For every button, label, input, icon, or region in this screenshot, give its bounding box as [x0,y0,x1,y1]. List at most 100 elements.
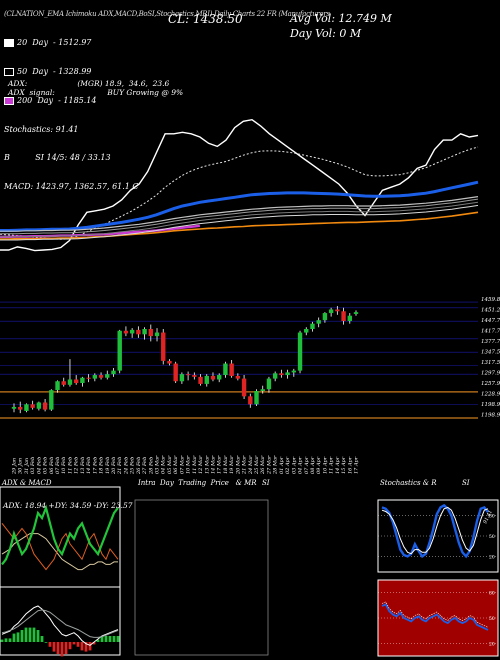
candle-body [310,323,315,329]
macd-histogram-bar [28,627,32,642]
candle-body [229,363,234,376]
candle-body [279,373,284,376]
candlestick-panel: 1459.85 1451.21 1447.74 1417.74 1377.79 1347.… [0,297,500,419]
date-tick-label: 03 Apr [291,456,297,474]
price-tick-label: 1228.95 [481,392,500,398]
macd-histogram-bar [40,636,44,642]
date-tick-label: 11 Feb [67,457,73,474]
candle-body [198,376,203,384]
date-axis: 29 Jan 30 Jan 31 Jan 03 Feb 04 Feb 05 Feb 06 F… [12,455,360,475]
date-tick-label: 20 Feb [111,457,117,475]
candle-body [223,363,228,376]
candle-body [341,311,346,322]
candle-body [142,329,147,335]
price-tick-label: 1347.54 [481,350,500,356]
rsi-dotted-line [381,601,489,628]
date-tick-label: 04 Feb [36,457,42,474]
candle-body [117,330,122,371]
date-tick-label: 15 Apr [341,456,347,474]
stoch-d-line [381,506,489,555]
rsi-axis-label: 20 [489,642,495,648]
date-tick-label: 30 Jan [18,458,24,474]
macd-histogram-bar [112,636,116,642]
price-tick-label: 1459.85 [481,297,500,303]
candle-body [105,374,110,378]
candle-body [154,332,160,337]
candle-body [98,375,104,378]
date-tick-label: 11 Mar [192,455,198,474]
rsi-line [381,603,489,631]
candle-body [254,391,259,405]
stoch-axis-label: 50 [489,534,495,540]
ema50-swatch [4,67,14,76]
ma-line-ema50 [0,180,479,232]
date-tick-label: 07 Apr [304,456,310,474]
macd-histogram-bar [100,636,104,642]
macd-histogram-bar [16,632,20,642]
date-tick-label: 12 Feb [74,457,80,474]
macd-histogram-bar [0,639,4,642]
close-price: CL: 1438.50 [168,12,243,26]
candle-body [304,329,309,333]
adx-readout: ADX: (MGR) 18.9, 34.6, 23.6 [8,79,170,88]
adx-panel-frame [0,486,121,656]
intraday-panel-title: Intra Day Trading Price & MR [138,479,257,487]
macd-histogram-bar [68,642,72,650]
adx-line-di [1,522,119,571]
candle-body [123,330,129,334]
date-tick-label: 10 Apr [322,456,328,474]
macd-histogram-bar [36,630,40,642]
macd-histogram-bar [24,627,28,642]
ticker-line: (CLNATION_EMA Ichimoku ADX,MACD,BoSI,Sto… [4,10,330,18]
price-tick-label: 1377.79 [481,339,500,345]
stoch-panel-si: SI [462,479,470,487]
macd-histogram-bar [20,630,24,642]
macd-histogram-bar [92,642,96,645]
macd-signal-line [1,609,119,638]
candle-body [129,329,135,334]
candle-body [11,406,17,409]
ma-line-ema100 [0,196,479,232]
candle-body [49,390,54,410]
candle-body [347,315,352,322]
macd-histogram-bar [72,642,76,645]
stochastics-rsi-panel: 80 50 20 80 50 20 91.41 [377,499,499,657]
date-tick-label: 28 Mar [273,455,279,475]
candle-body [241,378,247,397]
adx-line-di [1,504,119,566]
date-tick-label: 24 Feb [123,457,129,475]
intraday-frame [134,499,269,656]
candle-body [55,381,60,391]
date-tick-label: 05 Mar [167,455,173,474]
candle-body [353,312,359,314]
date-tick-label: 18 Mar [223,455,229,474]
ema20-swatch [4,38,14,47]
ma-band-line [0,201,479,238]
candle-body [30,404,35,408]
macd-histogram-bar [56,642,60,654]
adx-signal: ADX signal: BUY Growing @ 9% [8,88,184,97]
date-tick-label: 10 Mar [186,455,192,474]
adx-panel-title: ADX & MACD [2,479,52,487]
candle-body [316,320,321,324]
date-tick-label: 02 Apr [285,456,291,474]
date-tick-label: 21 Mar [242,455,248,475]
candle-body [42,402,48,410]
day-volume: Day Vol: 0 M [290,27,362,40]
date-tick-label: 04 Mar [161,455,167,474]
date-tick-label: 25 Feb [130,457,136,475]
date-tick-label: 07 Mar [179,455,185,474]
date-tick-label: 08 Apr [310,456,316,474]
date-tick-label: 03 Mar [155,455,161,474]
candle-body [297,332,303,371]
rsi-axis-label: 80 [489,591,495,597]
candle-body [18,406,23,410]
price-tick-label: 1257.96 [481,381,500,387]
stoch-axis-label: 20 [489,554,495,560]
candle-body [73,379,79,384]
adx-macd-panel [0,486,121,657]
candle-body [285,372,290,376]
candle-body [67,379,73,385]
candle-body [61,381,66,385]
macd-histogram-bar [4,638,8,642]
